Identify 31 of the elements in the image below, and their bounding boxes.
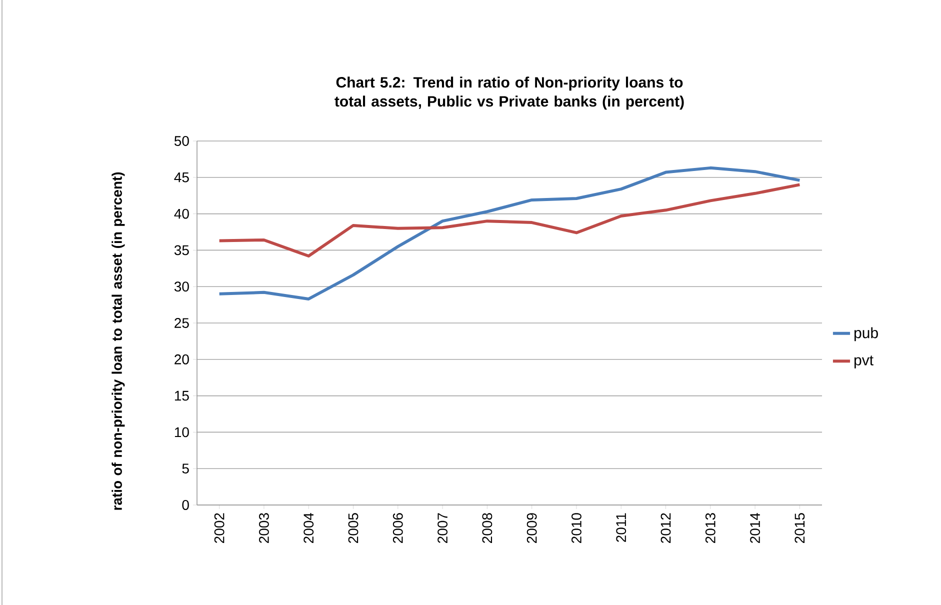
x-tick-label: 2010 — [572, 513, 582, 543]
y-tick-label: 30 — [174, 282, 189, 292]
y-tick-label: 20 — [174, 354, 189, 364]
line-series — [218, 183, 802, 258]
x-tick-label: 2006 — [392, 513, 403, 543]
x-tick-label: 2003 — [259, 513, 269, 543]
y-tick-label: 0 — [182, 500, 189, 510]
y-tick-label: 25 — [174, 318, 189, 328]
x-tick-label: 2004 — [304, 512, 314, 543]
y-tick-label: 10 — [174, 427, 189, 438]
y-axis-title: ratio of non-priority loan to total asset (in percent) — [112, 172, 125, 510]
y-tick-label: 45 — [174, 172, 189, 182]
x-tick-label: 2012 — [660, 513, 671, 543]
x-tick-label: 2002 — [214, 513, 224, 543]
x-tick-label: 2007 — [438, 513, 448, 543]
x-tick-label: 2013 — [705, 513, 716, 543]
legend-label: pub — [854, 327, 878, 342]
y-tick-label: 35 — [174, 245, 189, 256]
x-tick-label: 2014 — [750, 512, 760, 543]
y-tick-label: 15 — [174, 390, 189, 401]
x-tick-label: 2008 — [482, 513, 492, 543]
x-tick-label: 2011 — [616, 513, 626, 542]
y-tick-label: 50 — [174, 136, 189, 146]
x-tick-label: 2015 — [794, 513, 805, 543]
x-tick-label: 2005 — [348, 513, 358, 543]
y-tick-label: 5 — [182, 464, 189, 474]
y-tick-label: 40 — [174, 208, 189, 219]
legend-label: pvt — [854, 356, 874, 368]
chart-title: Chart 5.2: Trend in ratio of Non-priority loans to total assets, Public vs Private banks (in percent) — [334, 76, 684, 110]
line-series — [218, 166, 802, 300]
x-tick-label: 2009 — [526, 513, 537, 543]
